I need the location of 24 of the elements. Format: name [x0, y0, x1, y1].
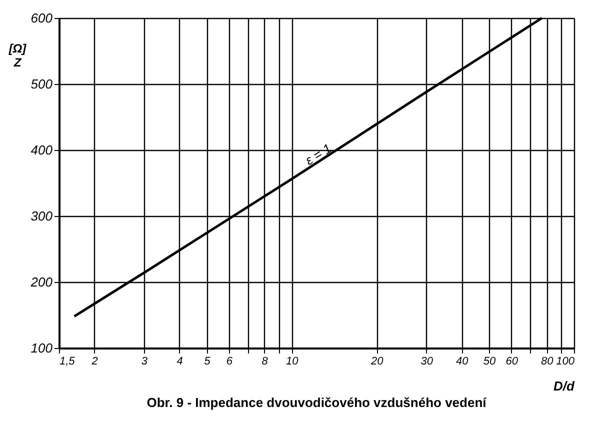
- text: Obr. 9 - Impedance dvouvodičového vzdušného vedení: [146, 395, 487, 410]
- y-tick-label: 500: [30, 76, 54, 92]
- x-tick-label: 80: [541, 356, 554, 368]
- y-tick-label: 200: [30, 274, 54, 290]
- y-axis-title: [Ω] Z: [8, 42, 28, 70]
- x-tick-label: 50: [483, 356, 496, 368]
- x-tick-label: 8: [262, 356, 269, 368]
- x-tick-label: 40: [456, 356, 470, 368]
- y-tick-label: 600: [30, 10, 54, 26]
- y-tick-label: 300: [30, 208, 54, 224]
- x-tick-label: 5: [204, 356, 212, 368]
- x-tick-label: 30: [420, 356, 434, 368]
- y-tick-label: 400: [30, 142, 54, 158]
- x-tick-label: 1,5: [60, 356, 76, 368]
- x-tick-label: 100: [556, 356, 576, 368]
- x-axis-title: D/d: [554, 378, 576, 394]
- x-tick-label: 6: [226, 356, 234, 368]
- x-tick-label: 20: [370, 356, 384, 368]
- x-tick-label: 3: [141, 356, 148, 368]
- y-tick-label: 100: [30, 340, 54, 356]
- x-tick-label: 60: [506, 356, 519, 368]
- x-tick-label: 4: [176, 356, 183, 368]
- x-tick-label: 10: [286, 356, 300, 368]
- x-tick-label: 2: [90, 356, 98, 368]
